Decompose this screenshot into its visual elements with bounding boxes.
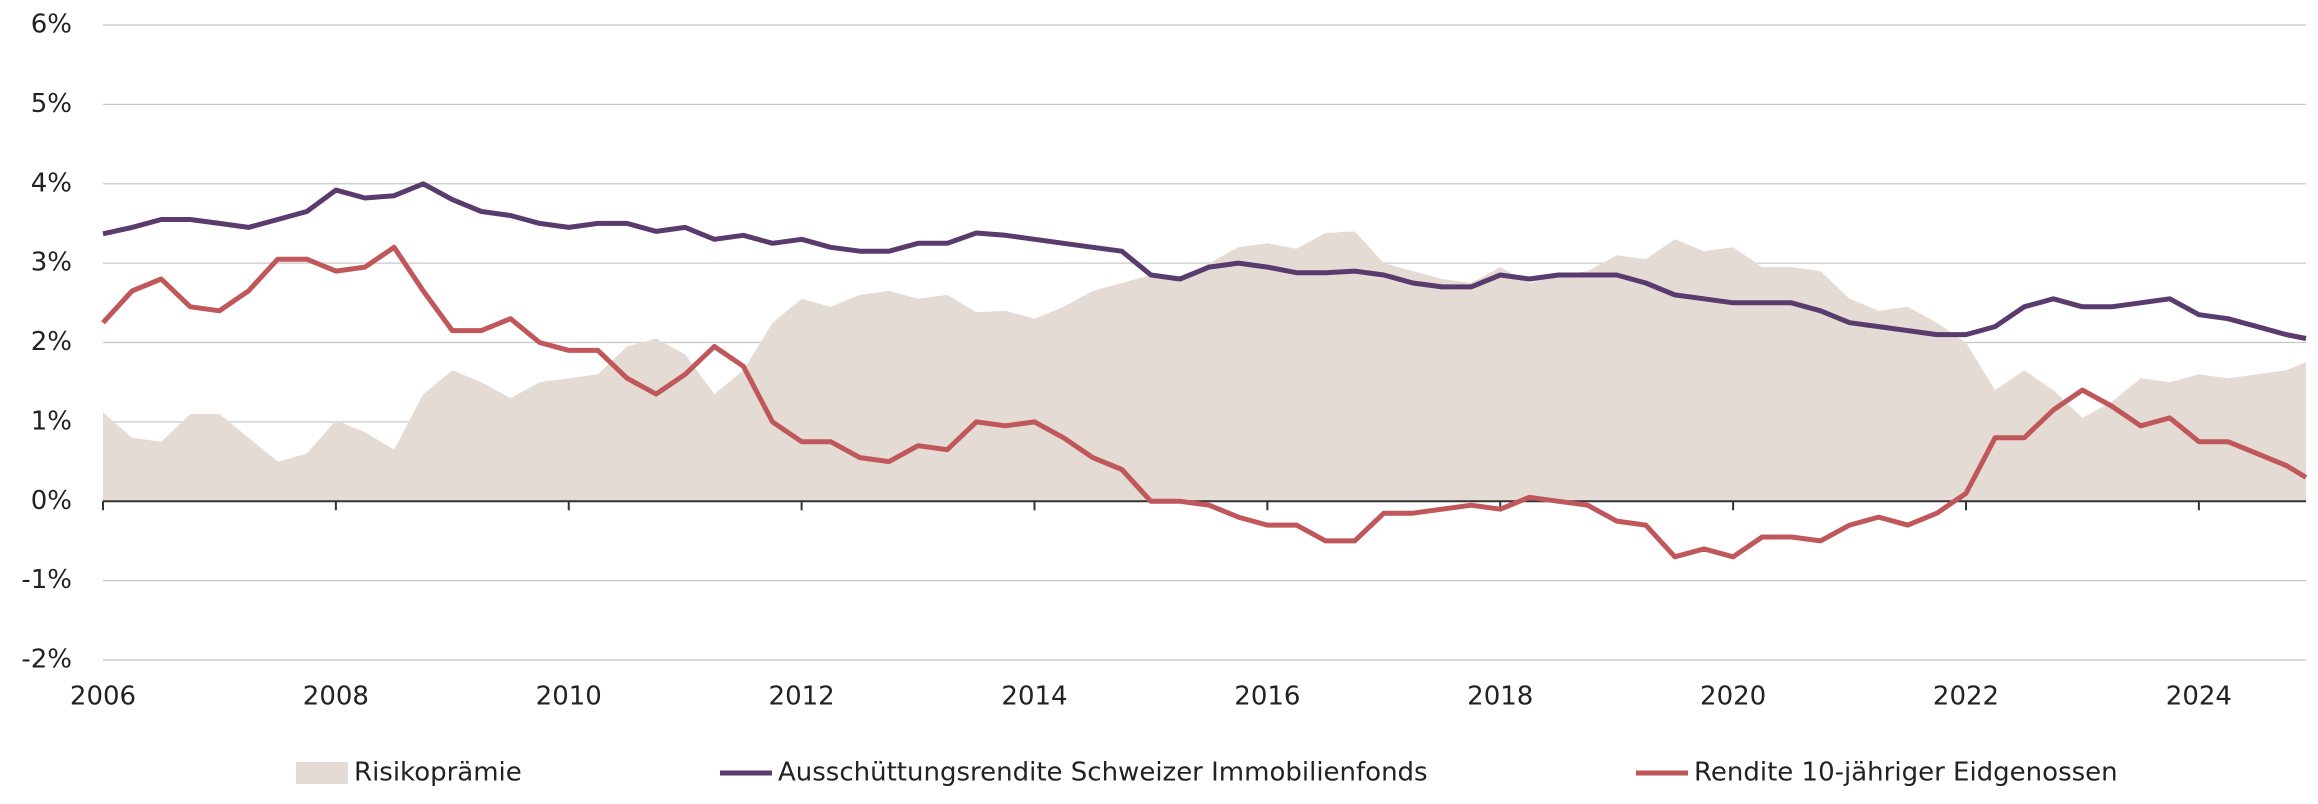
x-tick-label: 2014 — [1001, 682, 1067, 712]
y-tick-label: 2% — [31, 327, 72, 357]
x-tick-label: 2012 — [769, 682, 835, 712]
legend-label: Ausschüttungsrendite Schweizer Immobilie… — [778, 758, 1428, 788]
legend-label: Rendite 10-jähriger Eidgenossen — [1694, 758, 2118, 788]
y-tick-label: 3% — [31, 248, 72, 278]
legend-label: Risikoprämie — [354, 758, 522, 788]
x-tick-label: 2016 — [1234, 682, 1300, 712]
y-tick-label: 5% — [31, 89, 72, 119]
y-tick-label: 1% — [31, 406, 72, 436]
x-tick-label: 2018 — [1467, 682, 1533, 712]
y-tick-label: 6% — [31, 10, 72, 40]
line — [101, 244, 2308, 560]
legend-swatch — [296, 762, 348, 784]
x-tick-label: 2022 — [1933, 682, 1999, 712]
x-tick-label: 2024 — [2166, 682, 2232, 712]
y-tick-label: 4% — [31, 168, 72, 198]
area — [103, 231, 2306, 502]
y-tick-label: 0% — [31, 486, 72, 516]
line — [102, 181, 2307, 341]
y-tick-label: -1% — [21, 565, 72, 595]
x-tick-label: 2008 — [303, 682, 369, 712]
x-tick-label: 2006 — [70, 682, 136, 712]
x-tick-label: 2020 — [1700, 682, 1766, 712]
x-tick-label: 2010 — [536, 682, 602, 712]
y-tick-label: -2% — [21, 645, 72, 675]
